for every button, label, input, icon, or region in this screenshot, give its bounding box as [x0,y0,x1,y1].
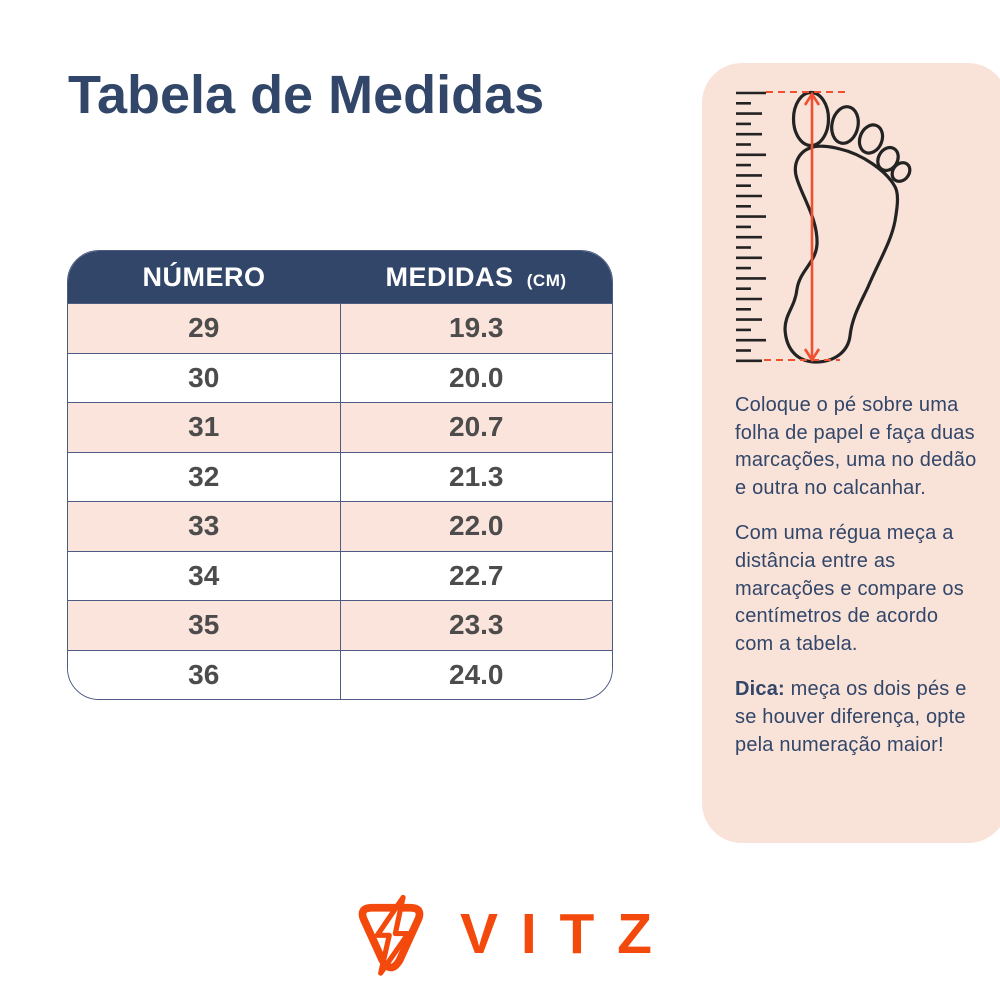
cell-numero: 34 [188,559,220,591]
table-row: 31 20.7 [68,402,612,452]
cell-medida: 22.0 [339,502,613,551]
cell-medida: 20.7 [339,403,613,452]
size-table-body: 29 19.3 30 20.0 31 20.7 32 21.3 33 22.0 … [68,303,612,699]
cell-numero: 29 [188,312,220,344]
cell-numero: 32 [188,460,220,492]
lightning-triangle-icon [358,894,424,976]
table-row: 32 21.3 [68,451,613,501]
instruction-paragraph-2: Com uma régua meça a distância entre as … [735,522,964,655]
table-row: 35 23.3 [68,600,612,650]
cell-numero: 36 [188,658,220,690]
brand-logo: VITZ [0,894,1000,980]
cell-medida: 21.3 [339,452,613,501]
cell-numero: 31 [188,411,220,443]
cell-medida: 19.3 [339,304,613,353]
cell-medida: 23.3 [339,601,613,650]
cell-medida: 20.0 [339,353,613,402]
ruler-icon [736,91,766,363]
brand-wordmark: VITZ [460,902,675,966]
table-row: 33 22.0 [68,501,612,551]
instruction-paragraph-1: Coloque o pé sobre uma folha de papel e … [735,394,977,499]
instruction-tip: Dica: meça os dois pés e se houver difer… [735,676,979,759]
tip-text: meça os dois pés e se houver diferença, … [735,678,967,756]
measure-arrow-icon [764,91,846,363]
header-numero: NÚMERO [142,261,266,292]
header-medidas-label: MEDIDAS [385,261,514,292]
size-table: NÚMERO MEDIDAS (CM) 29 19.3 30 20.0 31 2… [67,250,613,700]
tip-label: Dica: [735,678,785,701]
cell-medida: 22.7 [339,551,613,600]
foot-measure-illustration [736,90,912,364]
table-row: 29 19.3 [68,303,612,353]
cell-numero: 35 [188,609,220,641]
header-medidas: MEDIDAS (CM) [340,262,612,293]
cell-numero: 33 [188,510,220,542]
header-medidas-unit: (CM) [526,270,567,290]
table-row: 30 20.0 [68,352,613,402]
table-row: 34 22.7 [68,550,613,600]
cell-numero: 30 [188,361,220,393]
size-table-header: NÚMERO MEDIDAS (CM) [68,251,612,303]
table-row: 36 24.0 [68,649,613,699]
footprint-icon [783,90,912,364]
instructions: Coloque o pé sobre uma folha de papel e … [735,392,979,777]
measure-panel: Coloque o pé sobre uma folha de papel e … [702,63,1000,843]
cell-medida: 24.0 [339,650,613,699]
page-title: Tabela de Medidas [68,65,545,125]
